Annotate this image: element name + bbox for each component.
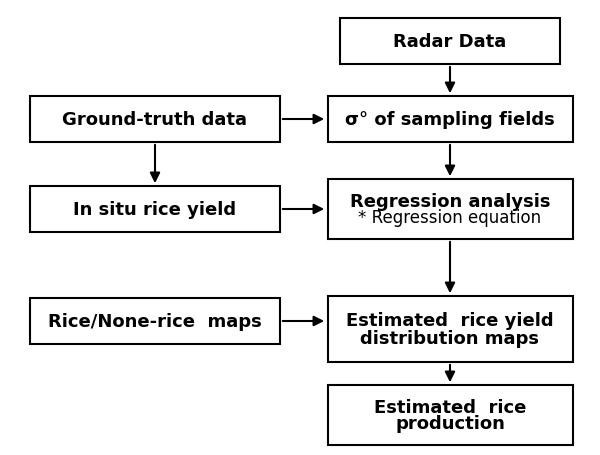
Text: In situ rice yield: In situ rice yield bbox=[73, 201, 236, 218]
Text: distribution maps: distribution maps bbox=[361, 329, 539, 348]
Bar bbox=[340, 19, 560, 65]
Bar bbox=[30, 187, 280, 233]
Text: Ground-truth data: Ground-truth data bbox=[62, 111, 248, 129]
Text: * Regression equation: * Regression equation bbox=[358, 209, 542, 227]
Bar bbox=[328, 296, 572, 362]
Text: Rice/None-rice  maps: Rice/None-rice maps bbox=[48, 312, 262, 330]
Text: Regression analysis: Regression analysis bbox=[350, 192, 550, 210]
Bar bbox=[328, 97, 572, 143]
Text: Estimated  rice: Estimated rice bbox=[374, 398, 526, 416]
Bar bbox=[328, 385, 572, 445]
Bar bbox=[30, 97, 280, 143]
Bar bbox=[30, 298, 280, 344]
Text: σ° of sampling fields: σ° of sampling fields bbox=[345, 111, 555, 129]
Text: Radar Data: Radar Data bbox=[394, 33, 506, 51]
Bar bbox=[328, 180, 572, 239]
Text: production: production bbox=[395, 415, 505, 432]
Text: Estimated  rice yield: Estimated rice yield bbox=[346, 311, 554, 329]
